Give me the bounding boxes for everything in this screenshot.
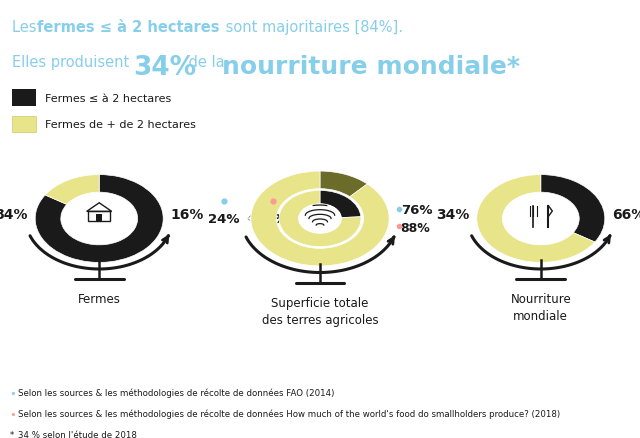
Bar (96, 215, 102, 222)
Text: Fermes: Fermes (78, 293, 120, 306)
Wedge shape (35, 175, 163, 263)
Text: 12%: 12% (257, 212, 289, 226)
Circle shape (299, 205, 341, 233)
Text: •: • (10, 409, 17, 419)
Text: *: * (10, 430, 14, 438)
Text: 76%: 76% (401, 204, 432, 217)
Text: 88%: 88% (401, 221, 430, 234)
Bar (12, 90, 36, 107)
Text: 24%: 24% (208, 212, 240, 226)
Text: nourriture mondiale*: nourriture mondiale* (222, 55, 520, 79)
Wedge shape (477, 175, 595, 263)
Bar (88, 212, 110, 222)
Wedge shape (541, 175, 605, 243)
Wedge shape (45, 175, 99, 205)
Text: Fermes de + de 2 hectares: Fermes de + de 2 hectares (45, 120, 196, 130)
Text: de la: de la (184, 55, 230, 70)
Circle shape (520, 202, 562, 231)
Text: fermes ≤ à 2 hectares: fermes ≤ à 2 hectares (37, 20, 220, 35)
Text: 34%: 34% (133, 55, 196, 81)
Text: Superficie totale
des terres agricoles: Superficie totale des terres agricoles (262, 296, 378, 326)
Wedge shape (251, 172, 389, 266)
Bar (12, 117, 36, 133)
Text: 34 % selon l'étude de 2018: 34 % selon l'étude de 2018 (18, 430, 137, 438)
Text: Nourriture
mondiale: Nourriture mondiale (511, 293, 571, 322)
Text: Les: Les (12, 20, 41, 35)
Text: Selon les sources & les méthodologies de récolte de données FAO (2014): Selon les sources & les méthodologies de… (18, 388, 334, 397)
Text: Elles produisent: Elles produisent (12, 55, 133, 70)
Text: 66%: 66% (612, 208, 640, 222)
Text: 84%: 84% (0, 208, 28, 222)
Text: sont majoritaires [84%].: sont majoritaires [84%]. (221, 20, 403, 35)
Text: Fermes ≤ à 2 hectares: Fermes ≤ à 2 hectares (45, 94, 172, 103)
Text: 16%: 16% (171, 208, 204, 222)
Bar (88, 212, 110, 222)
Wedge shape (320, 172, 367, 197)
Polygon shape (86, 203, 112, 212)
Wedge shape (279, 191, 361, 247)
Text: 34%: 34% (436, 208, 469, 222)
Text: •: • (10, 388, 17, 398)
Text: Selon les sources & les méthodologies de récolte de données How much of the worl: Selon les sources & les méthodologies de… (18, 409, 560, 418)
Wedge shape (320, 191, 361, 218)
